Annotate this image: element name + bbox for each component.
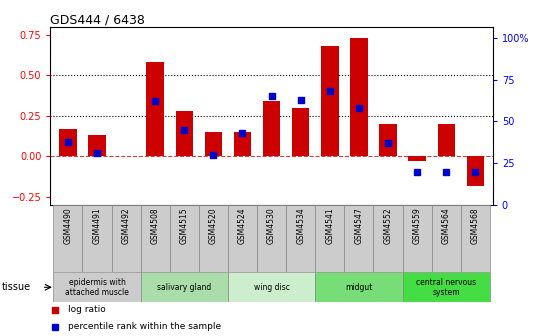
Bar xyxy=(199,205,228,272)
Text: GSM4568: GSM4568 xyxy=(471,207,480,244)
Text: central nervous
system: central nervous system xyxy=(416,278,477,297)
Text: GSM4559: GSM4559 xyxy=(413,207,422,244)
Text: GSM4564: GSM4564 xyxy=(442,207,451,244)
Bar xyxy=(88,135,106,156)
Bar xyxy=(379,124,396,156)
Text: epidermis with
attached muscle: epidermis with attached muscle xyxy=(65,278,129,297)
Point xyxy=(384,140,393,146)
Bar xyxy=(408,156,426,161)
Text: log ratio: log ratio xyxy=(68,305,106,314)
Bar xyxy=(141,272,228,302)
Bar xyxy=(374,205,403,272)
Text: GSM4492: GSM4492 xyxy=(122,207,130,244)
Point xyxy=(92,151,101,156)
Text: GSM4524: GSM4524 xyxy=(238,207,247,244)
Bar xyxy=(461,205,490,272)
Text: percentile rank within the sample: percentile rank within the sample xyxy=(68,322,221,331)
Bar xyxy=(344,205,374,272)
Text: tissue: tissue xyxy=(2,282,31,292)
Bar xyxy=(263,101,281,156)
Point xyxy=(209,152,218,158)
Bar xyxy=(53,205,82,272)
Text: midgut: midgut xyxy=(345,283,372,292)
Text: wing disc: wing disc xyxy=(254,283,290,292)
Point xyxy=(63,139,72,144)
Point xyxy=(471,169,480,174)
Bar xyxy=(204,132,222,156)
Bar xyxy=(228,272,315,302)
Text: GDS444 / 6438: GDS444 / 6438 xyxy=(50,14,145,27)
Bar xyxy=(82,205,111,272)
Text: GSM4552: GSM4552 xyxy=(384,207,393,244)
Text: GSM4541: GSM4541 xyxy=(325,207,334,244)
Bar xyxy=(321,46,339,156)
Bar xyxy=(53,272,141,302)
Point xyxy=(296,97,305,102)
Bar xyxy=(234,132,251,156)
Bar xyxy=(170,205,199,272)
Bar xyxy=(257,205,286,272)
Text: GSM4547: GSM4547 xyxy=(354,207,363,244)
Text: GSM4534: GSM4534 xyxy=(296,207,305,244)
Bar xyxy=(228,205,257,272)
Text: GSM4520: GSM4520 xyxy=(209,207,218,244)
Point xyxy=(354,106,363,111)
Bar xyxy=(437,124,455,156)
Bar xyxy=(315,205,344,272)
Text: GSM4515: GSM4515 xyxy=(180,207,189,244)
Bar xyxy=(466,156,484,185)
Text: GSM4530: GSM4530 xyxy=(267,207,276,244)
Bar xyxy=(175,111,193,156)
Bar xyxy=(350,38,368,156)
Text: GSM4508: GSM4508 xyxy=(151,207,160,244)
Bar xyxy=(141,205,170,272)
Bar xyxy=(432,205,461,272)
Bar xyxy=(292,108,310,156)
Bar xyxy=(111,205,141,272)
Bar xyxy=(59,129,77,156)
Bar xyxy=(147,62,164,156)
Bar xyxy=(315,272,403,302)
Text: GSM4490: GSM4490 xyxy=(63,207,72,244)
Point xyxy=(325,89,334,94)
Point xyxy=(442,169,451,174)
Point xyxy=(180,127,189,132)
Point xyxy=(413,169,422,174)
Bar xyxy=(403,272,490,302)
Point xyxy=(151,99,160,104)
Text: GSM4491: GSM4491 xyxy=(92,207,101,244)
Point xyxy=(238,130,247,136)
Bar xyxy=(403,205,432,272)
Text: salivary gland: salivary gland xyxy=(157,283,212,292)
Point xyxy=(267,94,276,99)
Bar xyxy=(286,205,315,272)
